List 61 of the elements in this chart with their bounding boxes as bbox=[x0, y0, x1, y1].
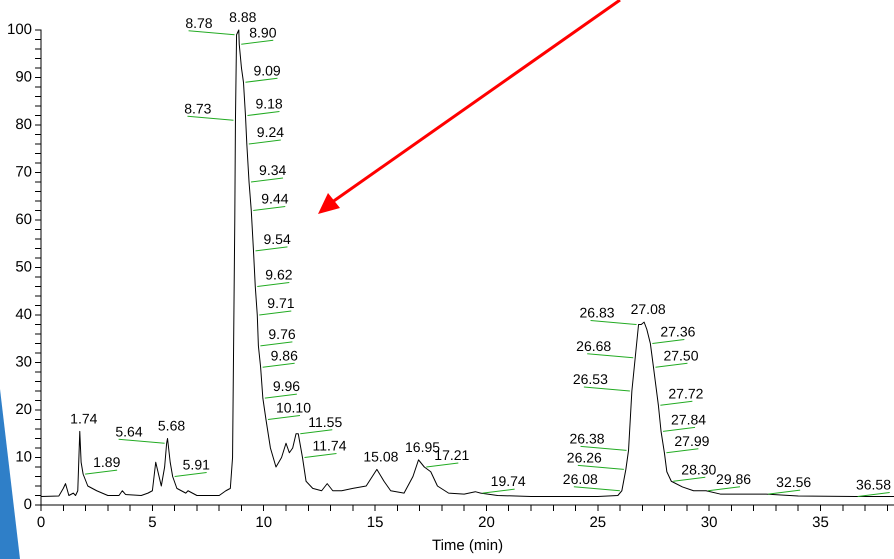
annotation: 9.09 bbox=[253, 62, 281, 78]
annotation: 9.86 bbox=[270, 347, 298, 364]
annotation: 36.58 bbox=[856, 476, 892, 492]
annotation: 1.89 bbox=[93, 454, 121, 470]
annotation: 5.68 bbox=[158, 418, 186, 434]
annotation: 26.38 bbox=[569, 430, 605, 446]
y-tick-label: 60 bbox=[15, 211, 32, 228]
annotation: 1.74 bbox=[70, 410, 98, 426]
y-tick-label: 20 bbox=[15, 401, 32, 418]
annotation: 26.83 bbox=[580, 304, 615, 320]
x-axis-title: Time (min) bbox=[432, 537, 504, 554]
y-tick-label: 90 bbox=[15, 68, 32, 86]
annotation: 9.71 bbox=[267, 295, 295, 311]
y-tick-label: 30 bbox=[15, 354, 32, 371]
annotation: 27.50 bbox=[663, 347, 699, 364]
annotation: 19.74 bbox=[490, 473, 526, 490]
y-tick-label: 70 bbox=[15, 164, 32, 181]
annotation: 9.76 bbox=[268, 326, 296, 342]
annotation: 5.91 bbox=[182, 456, 210, 472]
y-tick-label: 50 bbox=[15, 258, 32, 276]
annotation: 26.53 bbox=[572, 371, 608, 387]
annotation: 8.73 bbox=[184, 100, 212, 116]
x-tick-label: 20 bbox=[478, 514, 495, 532]
annotation: 8.88 bbox=[229, 9, 257, 25]
annotation: 9.96 bbox=[272, 378, 300, 394]
annotation: 27.08 bbox=[630, 301, 666, 318]
x-tick-label: 15 bbox=[366, 514, 384, 532]
annotation: 11.55 bbox=[308, 414, 342, 430]
annotation: 32.56 bbox=[776, 474, 812, 490]
y-tick-label: 0 bbox=[24, 496, 32, 514]
annotation: 27.99 bbox=[674, 432, 710, 449]
annotation: 11.74 bbox=[312, 438, 347, 454]
annotation: 9.18 bbox=[255, 96, 283, 112]
y-tick-label: 80 bbox=[15, 116, 32, 134]
y-tick-label: 40 bbox=[15, 306, 32, 324]
x-tick-label: 35 bbox=[812, 514, 829, 532]
x-tick-label: 25 bbox=[589, 514, 606, 532]
annotation: 26.68 bbox=[576, 338, 612, 354]
x-tick-label: 10 bbox=[255, 514, 272, 532]
y-tick-label: 10 bbox=[15, 448, 32, 466]
annotation: 9.34 bbox=[259, 162, 286, 178]
annotation: 27.36 bbox=[660, 324, 696, 340]
annotation: 27.72 bbox=[668, 385, 704, 402]
annotation: 26.26 bbox=[566, 449, 602, 466]
annotation: 9.54 bbox=[263, 230, 291, 247]
x-tick-label: 30 bbox=[700, 514, 718, 532]
annotation: 9.62 bbox=[265, 266, 293, 282]
x-tick-label: 5 bbox=[148, 514, 157, 532]
y-tick-label: 100 bbox=[6, 21, 32, 38]
annotation: 27.84 bbox=[671, 411, 706, 428]
annotation: 8.90 bbox=[249, 24, 277, 40]
x-tick-label: 0 bbox=[36, 514, 46, 532]
annotation: 9.24 bbox=[256, 124, 284, 140]
annotation: 9.44 bbox=[261, 190, 289, 206]
annotation: 26.08 bbox=[562, 470, 598, 487]
annotation: 15.08 bbox=[363, 448, 399, 464]
annotation: 5.64 bbox=[115, 423, 143, 440]
annotation: 28.30 bbox=[681, 461, 717, 478]
annotation: 10.10 bbox=[276, 400, 312, 416]
annotation: 29.86 bbox=[716, 470, 752, 487]
annotation: 8.78 bbox=[185, 14, 213, 31]
